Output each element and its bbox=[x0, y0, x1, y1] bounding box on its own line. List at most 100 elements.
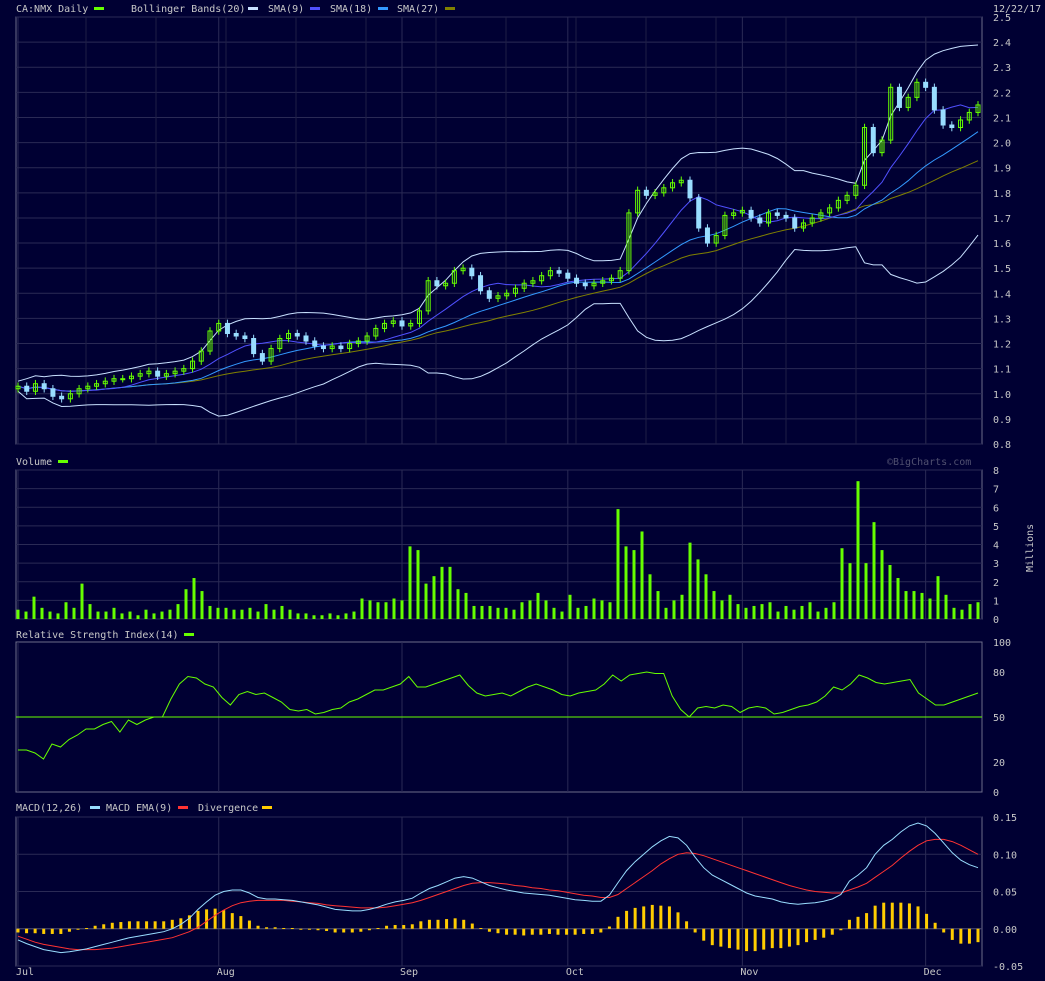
volume-bar bbox=[280, 605, 284, 619]
divergence-bar bbox=[239, 916, 243, 929]
divergence-bar bbox=[127, 921, 131, 929]
candle-body bbox=[85, 385, 91, 390]
candle-body bbox=[242, 335, 248, 340]
macd-tick-label: 0.15 bbox=[993, 813, 1017, 824]
rsi-tick-label: 50 bbox=[993, 713, 1005, 724]
volume-tick-label: 6 bbox=[993, 503, 999, 514]
candle-body bbox=[678, 179, 684, 184]
volume-bar bbox=[104, 611, 108, 619]
divergence-bar bbox=[505, 928, 509, 935]
volume-tick-label: 0 bbox=[993, 615, 999, 626]
volume-bar bbox=[624, 546, 628, 619]
candle-body bbox=[504, 292, 510, 297]
chart-date: 12/22/17 bbox=[993, 4, 1041, 15]
divergence-bar bbox=[196, 910, 200, 929]
divergence-bar bbox=[522, 928, 526, 936]
volume-bar bbox=[528, 600, 532, 619]
divergence-bar bbox=[685, 921, 689, 929]
divergence-bar bbox=[479, 928, 483, 930]
volume-bar bbox=[376, 602, 380, 619]
volume-bar bbox=[312, 615, 316, 619]
legend-sma18-swatch bbox=[378, 7, 388, 10]
watermark: ©BigCharts.com bbox=[887, 457, 971, 468]
divergence-bar bbox=[856, 916, 860, 929]
volume-bar bbox=[776, 611, 780, 619]
divergence-bar bbox=[719, 928, 723, 947]
candle-body bbox=[800, 222, 806, 229]
volume-bar bbox=[696, 559, 700, 619]
candle-body bbox=[574, 277, 580, 284]
volume-bar bbox=[232, 609, 236, 619]
divergence-bar bbox=[256, 925, 260, 929]
candle-body bbox=[434, 280, 440, 287]
legend-sma9: SMA(9) bbox=[268, 4, 304, 15]
volume-bar bbox=[440, 566, 444, 619]
volume-bar bbox=[816, 611, 820, 619]
candle-body bbox=[635, 189, 641, 214]
volume-bar bbox=[40, 607, 44, 619]
candle-body bbox=[844, 194, 850, 201]
price-tick-label: 2.3 bbox=[993, 63, 1011, 74]
symbol-swatch bbox=[94, 7, 104, 10]
volume-tick-label: 3 bbox=[993, 559, 999, 570]
candle-body bbox=[408, 322, 414, 327]
sma18-line bbox=[17, 131, 979, 392]
price-tick-label: 0.8 bbox=[993, 440, 1011, 451]
divergence-bar bbox=[847, 919, 851, 929]
candle-body bbox=[888, 86, 894, 141]
candle-body bbox=[312, 340, 318, 347]
volume-bar bbox=[904, 591, 908, 619]
volume-bar bbox=[864, 563, 868, 619]
candle-body bbox=[294, 332, 300, 337]
divergence-bar bbox=[342, 928, 346, 933]
divergence-bar bbox=[290, 928, 294, 930]
candle-body bbox=[128, 375, 134, 380]
candle-body bbox=[224, 322, 230, 334]
volume-tick-label: 5 bbox=[993, 522, 999, 533]
candle-body bbox=[879, 139, 885, 154]
legend-sma27: SMA(27) bbox=[397, 4, 439, 15]
divergence-bar bbox=[933, 922, 937, 929]
divergence-bar bbox=[573, 928, 577, 935]
divergence-bar bbox=[93, 925, 97, 929]
candle-body bbox=[643, 189, 649, 196]
volume-bar bbox=[64, 602, 68, 619]
divergence-bar bbox=[899, 902, 903, 929]
divergence-bar bbox=[110, 922, 114, 929]
month-label: Aug bbox=[217, 967, 235, 978]
price-tick-label: 2.1 bbox=[993, 113, 1011, 124]
rsi-layer bbox=[16, 671, 982, 760]
candle-body bbox=[382, 322, 388, 329]
divergence-bar bbox=[325, 928, 329, 931]
volume-bar bbox=[184, 589, 188, 619]
divergence-bar bbox=[830, 928, 834, 935]
volume-bar bbox=[536, 592, 540, 619]
price-tick-label: 1.1 bbox=[993, 365, 1011, 376]
candle-body bbox=[460, 267, 466, 272]
divergence-bar bbox=[625, 910, 629, 929]
divergence-bar bbox=[770, 928, 774, 949]
candle-body bbox=[809, 217, 815, 224]
volume-bar bbox=[888, 564, 892, 619]
candle-body bbox=[792, 217, 798, 229]
volume-tick-label: 7 bbox=[993, 485, 999, 496]
divergence-bar bbox=[333, 928, 337, 933]
candle-body bbox=[373, 327, 379, 337]
divergence-title: Divergence bbox=[198, 803, 258, 814]
price-tick-label: 2.4 bbox=[993, 38, 1011, 49]
divergence-bar bbox=[787, 928, 791, 947]
volume-bar bbox=[464, 592, 468, 619]
legend-sma18: SMA(18) bbox=[330, 4, 372, 15]
volume-bar bbox=[632, 550, 636, 619]
divergence-bar bbox=[693, 928, 697, 933]
divergence-bar bbox=[582, 928, 586, 934]
candle-body bbox=[190, 360, 196, 370]
volume-bar bbox=[560, 611, 564, 619]
divergence-bar bbox=[410, 924, 414, 929]
divergence-bar bbox=[547, 928, 551, 934]
divergence-title-swatch bbox=[262, 806, 272, 809]
divergence-bar bbox=[119, 922, 123, 929]
volume-bar bbox=[616, 509, 620, 619]
volume-bar bbox=[384, 602, 388, 619]
